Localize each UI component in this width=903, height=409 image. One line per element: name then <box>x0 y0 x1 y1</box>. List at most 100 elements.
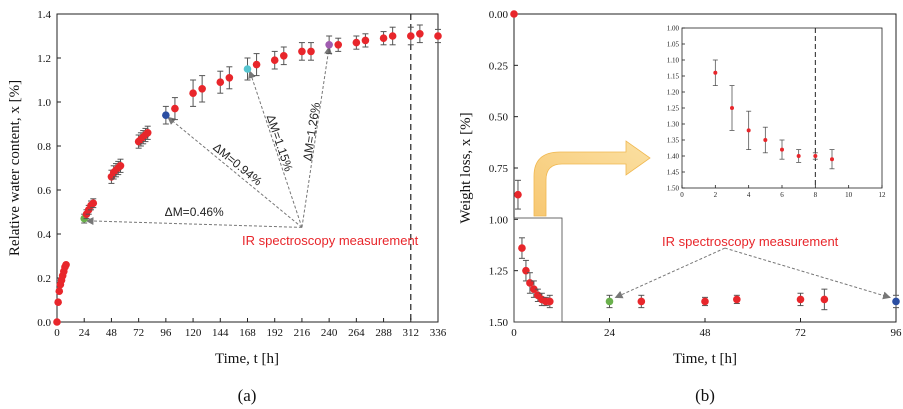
inset-data-point <box>730 106 734 110</box>
panel-b-y-tick-label: 1.50 <box>489 317 509 329</box>
panel-b-x-label: Time, t [h] <box>673 351 737 367</box>
inset-x-tick-label: 12 <box>879 191 887 199</box>
panel-a-points <box>53 24 442 326</box>
panel-a-data-point <box>361 36 370 45</box>
panel-b-x-tick-label: 96 <box>891 327 903 339</box>
panel-b-annotation-arrow <box>614 247 726 299</box>
panel-a-annotation-arrow <box>301 46 333 228</box>
panel-a-y-tick-label: 0.0 <box>37 317 51 329</box>
panel-a-y-label: Relative water content, x [%] <box>7 80 23 256</box>
panel-a-annotations: ΔM=0.46% ΔM=0.94%ΔM=1.15% ΔM=1.26% <box>85 46 333 228</box>
panel-b-data-point <box>530 285 538 293</box>
inset-data-point <box>763 138 768 142</box>
panel-b-data-point <box>701 297 709 306</box>
panel-b-data-point <box>510 10 518 18</box>
panel-a-annotation-arrow <box>167 116 303 228</box>
panel-a-x-tick-label: 240 <box>321 327 338 339</box>
panel-b-ir-note: IR spectroscopy measurement <box>662 234 839 249</box>
panel-a-y-tick-label: 1.4 <box>37 9 51 21</box>
inset-y-tick-label: 1.10 <box>667 57 680 65</box>
panel-a-annotation-label: ΔM=1.26% <box>300 101 323 162</box>
inset-data-point <box>830 157 834 162</box>
panel-a-data-point <box>434 32 442 40</box>
panel-a-data-point <box>116 162 125 170</box>
panel-a-x-tick-label: 144 <box>212 327 229 339</box>
panel-a-x-tick-label: 264 <box>348 327 365 339</box>
panel-a-data-point <box>406 32 415 40</box>
inset-data-point <box>713 70 718 75</box>
panel-a-x-tick-label: 192 <box>266 327 283 339</box>
panel-b-data-point <box>796 295 805 304</box>
panel-a-data-point <box>225 74 234 82</box>
inset-y-tick-label: 1.25 <box>667 105 680 113</box>
panel-a-data-point <box>352 38 361 47</box>
inset-y-tick-label: 1.20 <box>667 89 680 97</box>
panel-a-x-tick-label: 96 <box>160 327 172 339</box>
panel-b-x-tick-label: 72 <box>795 327 806 339</box>
panel-b-data-point <box>637 297 646 306</box>
panel-b-y-tick-label: 1.25 <box>489 266 509 278</box>
panel-a-y-tick-label: 0.8 <box>37 141 51 153</box>
inset-x-tick-label: 2 <box>714 191 718 199</box>
panel-a-x-tick-label: 312 <box>403 327 420 339</box>
panel-a-x-tick-label: 48 <box>106 327 118 339</box>
panel-a-data-point <box>388 32 397 40</box>
inset-data-point <box>780 147 784 152</box>
panel-b-y-label: Weight loss, x [%] <box>458 112 474 223</box>
panel-b-y-tick-label: 0.25 <box>489 60 509 72</box>
panel-a-x-tick-label: 24 <box>79 327 91 339</box>
panel-a-y-tick-label: 1.2 <box>37 53 51 65</box>
panel-a-x-tick-label: 168 <box>239 327 256 339</box>
panel-a-x-tick-label: 288 <box>375 327 392 339</box>
inset-frame <box>681 27 883 189</box>
panel-a-x-label: Time, t [h] <box>215 351 279 367</box>
panel-a-x-tick-label: 216 <box>294 327 311 339</box>
inset-data-point <box>813 154 818 158</box>
panel-b-y-tick-label: 1.00 <box>489 214 509 226</box>
panel-a-data-point <box>416 30 424 38</box>
panel-b-axes: 0 24 48 72 960.000.250.500.751.001.251.50 <box>489 9 902 339</box>
inset-x-tick-label: 10 <box>845 191 853 199</box>
inset-y-tick-label: 1.15 <box>667 73 680 81</box>
panel-b-data-point <box>518 244 526 252</box>
panel-a-data-point <box>143 129 152 137</box>
panel-b-y-tick-label: 0.50 <box>489 112 509 124</box>
panel-a-x-tick-label: 0 <box>54 327 60 339</box>
inset-y-tick-label: 1.05 <box>667 41 680 49</box>
inset-points <box>712 59 835 170</box>
panel-b-data-point <box>820 295 829 304</box>
panel-a-x-tick-label: 72 <box>133 327 144 339</box>
panel-a-data-point <box>243 65 252 73</box>
inset-y-tick-label: 1.50 <box>667 185 680 193</box>
inset-axes: 0 2 4 6 8 10 12 1.00 1.05 1.10 1.15 1.20 1.25 1.30 1.3… <box>667 25 886 200</box>
inset-y-tick-label: 1.00 <box>667 25 680 33</box>
panel-b-annotation-arrow <box>724 247 891 300</box>
panel-b-data-point <box>514 190 522 199</box>
panel-a-data-point <box>62 261 70 269</box>
panel-b-x-tick-label: 0 <box>511 327 517 339</box>
panel-b-data-point <box>546 297 554 306</box>
panel-a-annotation-arrow <box>85 217 302 228</box>
panel-a-y-tick-label: 0.2 <box>37 273 51 285</box>
panel-a-data-point <box>198 85 206 93</box>
panel-a-annotation-label: ΔM=1.15% <box>264 113 296 174</box>
panel-a-data-point <box>162 111 170 119</box>
panel-b-data-point <box>892 297 900 306</box>
panel-b-label: (b) <box>695 386 715 405</box>
panel-a-label: (a) <box>238 386 257 405</box>
panel-b-data-point <box>522 266 530 275</box>
panel-a-data-point <box>270 56 279 64</box>
panel-a-data-point <box>325 41 333 49</box>
panel-b-x-tick-label: 24 <box>604 327 616 339</box>
inset-data-point <box>796 154 801 158</box>
panel-a-data-point <box>89 199 98 207</box>
panel-a-axes: 0 24 48 72 96 120 144 168 192 216 240 264 288 312 336 0… <box>37 9 447 339</box>
panel-a-data-point <box>55 287 64 296</box>
panel-a-annotation-label: ΔM=0.94% <box>210 140 265 189</box>
inset-x-tick-label: 8 <box>814 191 818 199</box>
panel-a-data-point <box>307 47 315 56</box>
inset-x-tick-label: 0 <box>680 191 684 199</box>
panel-b-x-tick-label: 48 <box>700 327 712 339</box>
panel-a-data-point <box>54 298 62 307</box>
